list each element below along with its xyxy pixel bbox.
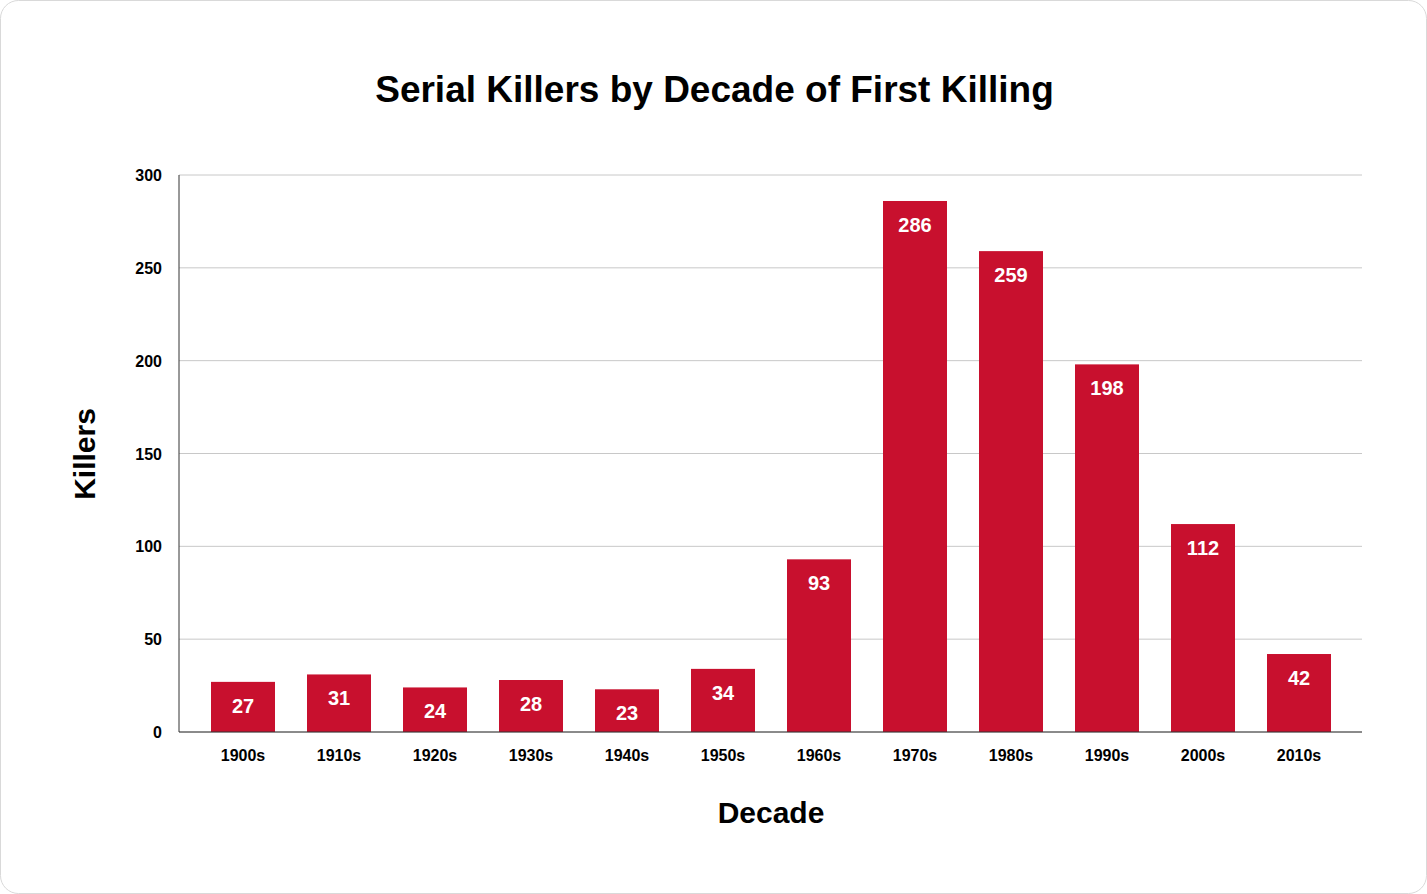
chart-svg: Serial Killers by Decade of First Killin… xyxy=(0,0,1427,894)
data-label: 27 xyxy=(232,695,254,717)
data-label: 112 xyxy=(1187,537,1219,559)
x-axis-line xyxy=(179,732,1362,733)
y-tick-label: 100 xyxy=(135,538,162,555)
bar xyxy=(1075,364,1139,732)
grid-line xyxy=(179,175,1362,176)
x-tick-label: 2000s xyxy=(1181,747,1226,764)
y-tick-label: 50 xyxy=(144,631,162,648)
card xyxy=(1,1,1427,894)
y-axis-line xyxy=(179,175,180,732)
bar xyxy=(307,674,371,732)
x-tick-label: 1950s xyxy=(701,747,746,764)
x-tick-label: 1980s xyxy=(989,747,1034,764)
y-tick-label: 250 xyxy=(135,260,162,277)
y-tick-label: 300 xyxy=(135,167,162,184)
data-label: 23 xyxy=(616,702,638,724)
bar xyxy=(787,559,851,732)
data-label: 198 xyxy=(1090,377,1123,399)
data-label: 42 xyxy=(1288,667,1310,689)
grid xyxy=(179,175,1362,732)
data-labels: 27 31 24 28 23 34 93 286 259 198 112 42 xyxy=(232,214,1310,724)
data-label: 31 xyxy=(328,687,350,709)
x-tick-label: 1970s xyxy=(893,747,938,764)
x-tick-label: 1900s xyxy=(221,747,266,764)
data-label: 34 xyxy=(712,682,735,704)
bar xyxy=(595,689,659,732)
grid-line xyxy=(179,732,1362,733)
y-axis-title: Killers xyxy=(68,408,101,500)
x-tick-label: 1930s xyxy=(509,747,554,764)
bar xyxy=(979,251,1043,732)
bars xyxy=(211,201,1331,732)
x-tick-label: 1960s xyxy=(797,747,842,764)
grid-line xyxy=(179,453,1362,454)
x-tick-label: 1910s xyxy=(317,747,362,764)
x-tick-label: 1990s xyxy=(1085,747,1130,764)
data-label: 93 xyxy=(808,572,830,594)
x-tick-label: 1920s xyxy=(413,747,458,764)
x-axis-title: Decade xyxy=(718,796,825,829)
bar xyxy=(403,687,467,732)
bar xyxy=(211,682,275,732)
y-tick-label: 150 xyxy=(135,446,162,463)
bar xyxy=(691,669,755,732)
bar xyxy=(1267,654,1331,732)
data-label: 259 xyxy=(994,264,1027,286)
bar xyxy=(499,680,563,732)
grid-line xyxy=(179,267,1362,268)
data-label: 24 xyxy=(424,700,447,722)
data-label: 286 xyxy=(898,214,931,236)
y-tick-label: 0 xyxy=(153,724,162,741)
bar xyxy=(883,201,947,732)
x-tick-label: 2010s xyxy=(1277,747,1322,764)
chart-root: Serial Killers by Decade of First Killin… xyxy=(0,0,1427,894)
x-tick-label: 1940s xyxy=(605,747,650,764)
grid-line xyxy=(179,360,1362,361)
y-tick-label: 200 xyxy=(135,353,162,370)
data-label: 28 xyxy=(520,693,542,715)
bar xyxy=(1171,524,1235,732)
title: Serial Killers by Decade of First Killin… xyxy=(375,69,1054,110)
